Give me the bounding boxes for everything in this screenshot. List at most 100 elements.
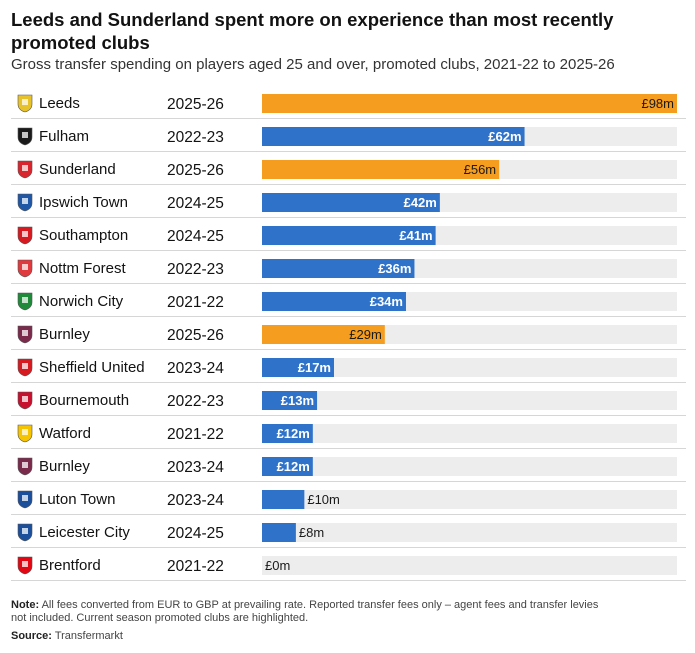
data-label: £12m <box>277 459 310 474</box>
chart-row: Sunderland 2025-26 £56m <box>11 160 686 185</box>
sheffield-crest-icon <box>17 358 33 377</box>
forest-crest-icon <box>17 259 33 278</box>
luton-crest-icon <box>17 490 33 509</box>
club-label: Brentford <box>39 557 101 574</box>
bar-track <box>262 424 677 443</box>
data-label: £36m <box>378 261 411 276</box>
bar <box>262 292 406 311</box>
chart-source: Source: Transfermarkt <box>11 630 123 643</box>
bar <box>262 424 313 443</box>
burnley-crest-icon <box>17 325 33 344</box>
bar <box>262 160 500 179</box>
data-label: £56m <box>464 162 497 177</box>
club-label: Leeds <box>39 95 80 112</box>
note-text: All fees converted from EUR to GBP at pr… <box>11 599 599 624</box>
data-label: £41m <box>399 228 432 243</box>
club-label: Sunderland <box>39 161 116 178</box>
crest-emblem <box>22 99 28 105</box>
bar-track <box>262 556 677 575</box>
bar <box>262 259 415 278</box>
season-label: 2021-22 <box>167 294 224 311</box>
season-label: 2024-25 <box>167 525 224 542</box>
club-label: Ipswich Town <box>39 194 128 211</box>
season-label: 2025-26 <box>167 162 224 179</box>
crest-emblem <box>22 561 28 567</box>
crest-emblem <box>22 462 28 468</box>
crest-emblem <box>22 198 28 204</box>
chart-subtitle: Gross transfer spending on players aged … <box>11 56 615 73</box>
season-label: 2023-24 <box>167 360 224 377</box>
crest-emblem <box>22 495 28 501</box>
crest-emblem <box>22 528 28 534</box>
crest-emblem <box>22 396 28 402</box>
chart-row: Leicester City 2024-25 £8m <box>11 523 686 548</box>
bar <box>262 226 436 245</box>
watford-crest-icon <box>17 424 33 443</box>
club-label: Luton Town <box>39 491 115 508</box>
data-label: £12m <box>277 426 310 441</box>
crest-emblem <box>22 231 28 237</box>
data-label: £13m <box>281 393 314 408</box>
ipswich-crest-icon <box>17 193 33 212</box>
brentford-crest-icon <box>17 556 33 575</box>
data-label: £34m <box>370 294 403 309</box>
bar-track <box>262 391 677 410</box>
bar <box>262 94 677 113</box>
data-label: £98m <box>641 96 674 111</box>
season-label: 2025-26 <box>167 327 224 344</box>
leeds-crest-icon <box>17 94 33 113</box>
bar <box>262 391 318 410</box>
season-label: 2022-23 <box>167 393 224 410</box>
crest-emblem <box>22 429 28 435</box>
chart-row: Leeds 2025-26 £98m <box>11 94 686 119</box>
bar <box>262 490 305 509</box>
crest-emblem <box>22 363 28 369</box>
club-label: Sheffield United <box>39 359 145 376</box>
data-label: £10m <box>307 492 340 507</box>
crest-emblem <box>22 330 28 336</box>
bar-chart: Leeds 2025-26 £98m Fulham 2022-23 £62m Sunderl… <box>11 94 686 581</box>
season-label: 2022-23 <box>167 129 224 146</box>
leicester-crest-icon <box>17 523 33 542</box>
crest-emblem <box>22 132 28 138</box>
club-label: Southampton <box>39 227 128 244</box>
crest-emblem <box>22 297 28 303</box>
chart-row: Watford 2021-22 £12m <box>11 424 686 449</box>
chart-row: Norwich City 2021-22 £34m <box>11 292 686 317</box>
fulham-crest-icon <box>17 127 33 146</box>
bar <box>262 523 296 542</box>
bar <box>262 457 313 476</box>
data-label: £62m <box>488 129 521 144</box>
club-label: Fulham <box>39 128 89 145</box>
bournemouth-crest-icon <box>17 391 33 410</box>
chart-note: Note: All fees converted from EUR to GBP… <box>11 599 611 625</box>
data-label: £0m <box>265 558 290 573</box>
club-label: Burnley <box>39 326 90 343</box>
bar-track <box>262 523 677 542</box>
bar-track <box>262 358 677 377</box>
burnley-crest-icon <box>17 457 33 476</box>
chart-row: Bournemouth 2022-23 £13m <box>11 391 686 416</box>
bar <box>262 325 385 344</box>
sunderland-crest-icon <box>17 160 33 179</box>
club-label: Watford <box>39 425 91 442</box>
club-label: Nottm Forest <box>39 260 127 277</box>
chart-row: Nottm Forest 2022-23 £36m <box>11 259 686 284</box>
bar <box>262 358 334 377</box>
data-label: £8m <box>299 525 324 540</box>
data-label: £42m <box>404 195 437 210</box>
bar-track <box>262 457 677 476</box>
club-label: Leicester City <box>39 524 130 541</box>
norwich-crest-icon <box>17 292 33 311</box>
southampton-crest-icon <box>17 226 33 245</box>
chart-title: Leeds and Sunderland spent more on exper… <box>11 9 614 53</box>
chart-row: Fulham 2022-23 £62m <box>11 127 686 152</box>
chart-row: Burnley 2025-26 £29m <box>11 325 686 350</box>
bar <box>262 127 525 146</box>
season-label: 2023-24 <box>167 492 224 509</box>
chart-row: Burnley 2023-24 £12m <box>11 457 686 482</box>
season-label: 2021-22 <box>167 558 224 575</box>
season-label: 2022-23 <box>167 261 224 278</box>
chart-row: Ipswich Town 2024-25 £42m <box>11 193 686 218</box>
chart-row: Brentford 2021-22 £0m <box>11 556 686 581</box>
